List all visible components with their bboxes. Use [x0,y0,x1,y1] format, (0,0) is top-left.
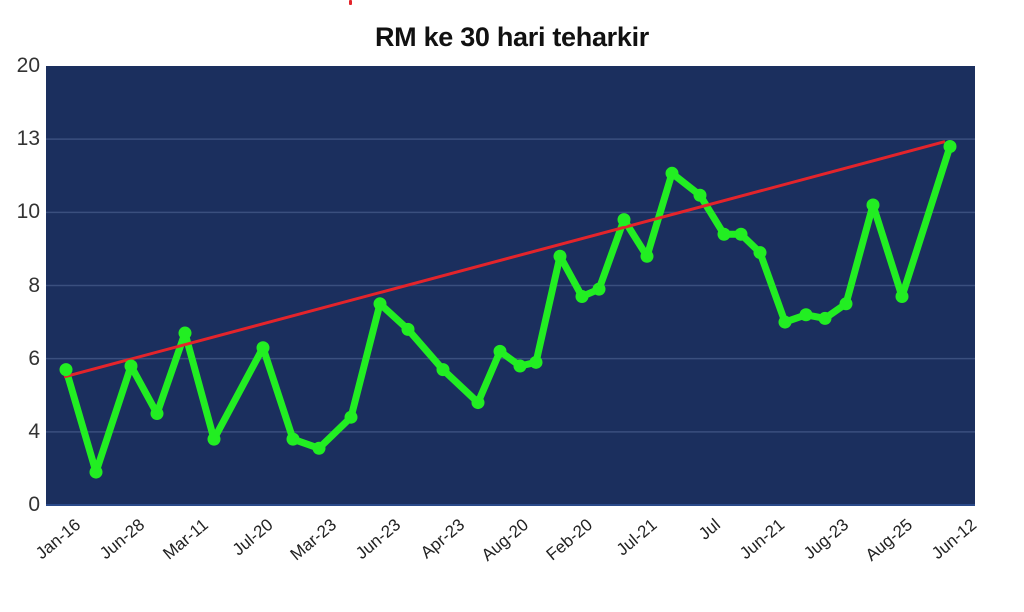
data-point [753,246,767,260]
data-point [575,289,589,303]
data-point [471,396,485,410]
data-markers [59,139,957,479]
data-point [207,432,221,446]
data-point [640,249,654,263]
data-point [529,355,543,369]
data-point [256,341,270,355]
chart-title: RM ke 30 hari teharkir [374,22,650,52]
data-point [617,213,631,227]
data-point [286,432,300,446]
data-point [178,326,192,340]
y-tick-label: 8 [28,273,40,297]
y-tick-label: 10 [16,200,40,224]
y-tick-label: 6 [28,346,40,370]
data-point [592,282,606,296]
data-point [59,363,73,377]
data-point [693,188,707,202]
data-point [373,297,387,311]
data-line [62,142,954,476]
decorative-red-mark [349,0,352,5]
data-point [436,363,450,377]
data-point [665,166,679,180]
data-point [895,289,909,303]
y-tick-label: 0 [28,493,40,516]
data-point [553,249,567,263]
data-point [312,441,326,455]
data-point [799,308,813,322]
y-tick-label: 4 [28,419,40,443]
data-point [513,359,527,373]
data-point [778,315,792,329]
data-point [150,407,164,421]
trend-line [63,140,946,379]
data-point [734,227,748,241]
data-point [839,297,853,311]
data-point [717,227,731,241]
y-tick-label: 13 [16,127,40,151]
data-point [493,344,507,358]
y-tick-label: 20 [16,54,40,77]
data-point [124,359,138,373]
data-point [866,198,880,212]
data-point [344,410,358,424]
data-point [401,322,415,336]
data-point [943,139,957,153]
data-point [89,465,103,479]
data-point [818,311,832,325]
